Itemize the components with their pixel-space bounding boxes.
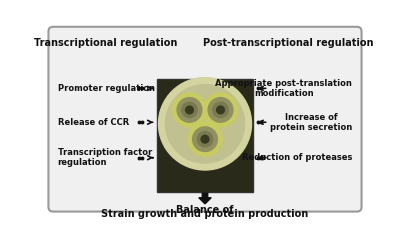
Text: Post-transcriptional regulation: Post-transcriptional regulation — [204, 38, 374, 48]
Circle shape — [172, 93, 206, 127]
Circle shape — [217, 106, 224, 114]
Circle shape — [197, 131, 213, 147]
Circle shape — [204, 93, 238, 127]
Circle shape — [208, 98, 233, 122]
Circle shape — [188, 122, 222, 156]
Circle shape — [193, 127, 218, 152]
Text: Promoter regulation: Promoter regulation — [58, 84, 155, 93]
Circle shape — [213, 102, 228, 118]
Polygon shape — [199, 193, 211, 204]
Circle shape — [158, 78, 252, 170]
Text: Release of CCR: Release of CCR — [58, 118, 129, 127]
Text: Increase of
protein secretion: Increase of protein secretion — [270, 113, 352, 132]
Text: Reduction of proteases: Reduction of proteases — [242, 153, 352, 162]
Text: Balance of: Balance of — [176, 205, 234, 215]
FancyBboxPatch shape — [48, 27, 362, 212]
Text: Transcription factor
regulation: Transcription factor regulation — [58, 148, 152, 167]
Bar — [157, 79, 253, 192]
Text: Appropriate post-translation
modification: Appropriate post-translation modificatio… — [215, 79, 352, 98]
Circle shape — [182, 102, 197, 118]
Text: Strain growth and protein production: Strain growth and protein production — [101, 209, 309, 219]
Circle shape — [166, 84, 244, 163]
Circle shape — [186, 106, 193, 114]
Circle shape — [201, 135, 209, 143]
Text: Transcriptional regulation: Transcriptional regulation — [34, 38, 178, 48]
Circle shape — [177, 98, 202, 122]
